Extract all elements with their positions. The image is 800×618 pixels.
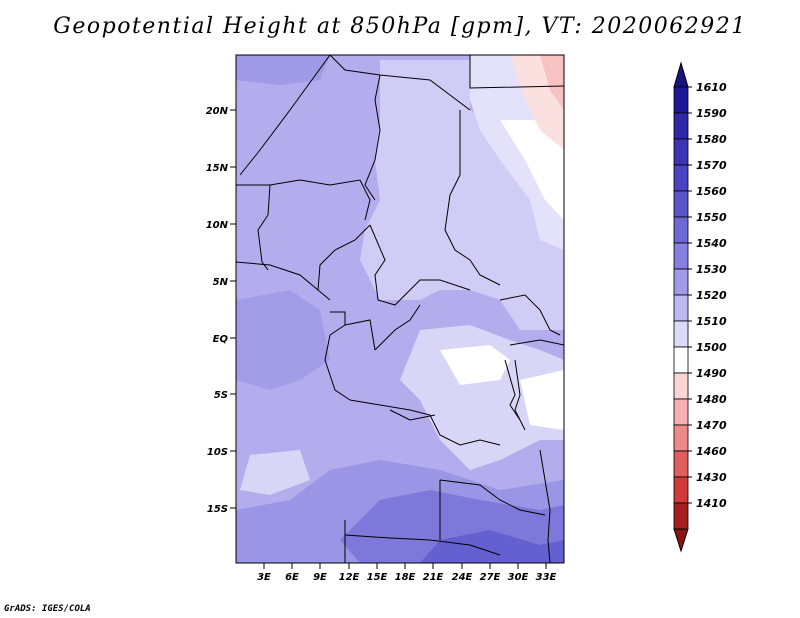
colorbar-swatch (673, 372, 689, 400)
colorbar-label: 1550 (696, 211, 727, 224)
lat-label-10n: 10N (206, 220, 229, 231)
colorbar-swatch (673, 294, 689, 322)
colorbar-swatch (673, 346, 689, 374)
colorbar: 1610 1590 1580 1570 1560 1550 1540 1530 1520 1510… (673, 61, 727, 553)
colorbar-label: 1520 (696, 289, 727, 302)
lat-label-20n: 20N (206, 106, 229, 117)
colorbar-swatch (673, 86, 689, 114)
geopotential-field (236, 55, 564, 563)
colorbar-label: 1510 (696, 315, 727, 328)
lon-label-15e: 15E (367, 572, 388, 583)
lon-label-3e: 3E (257, 572, 271, 583)
colorbar-label: 1490 (696, 367, 727, 380)
colorbar-label: 1470 (696, 419, 727, 432)
country-borders (236, 55, 564, 563)
lon-label-27e: 27E (480, 572, 501, 583)
colorbar-swatch (673, 398, 689, 426)
colorbar-label: 1540 (696, 237, 727, 250)
colorbar-bottom-cap (673, 528, 689, 553)
colorbar-label: 1590 (696, 107, 727, 120)
colorbar-label: 1530 (696, 263, 727, 276)
lat-label-15n: 15N (206, 163, 229, 174)
lat-label-eq: EQ (213, 334, 229, 345)
longitude-axis: 3E 6E 9E 12E 15E 18E 21E 24E 27E 30E 33E (257, 563, 557, 583)
colorbar-label: 1570 (696, 159, 727, 172)
map-frame (235, 54, 565, 564)
lon-label-24e: 24E (452, 572, 473, 583)
colorbar-swatch (673, 242, 689, 270)
lat-label-5s: 5S (214, 390, 228, 401)
colorbar-swatch (673, 424, 689, 452)
lon-label-9e: 9E (313, 572, 327, 583)
colorbar-swatch (673, 502, 689, 530)
colorbar-label: 1430 (696, 471, 727, 484)
colorbar-swatch (673, 476, 689, 504)
colorbar-label: 1410 (696, 497, 727, 510)
lat-label-5n: 5N (213, 277, 229, 288)
colorbar-swatch (673, 138, 689, 166)
colorbar-swatch (673, 164, 689, 192)
lon-label-18e: 18E (395, 572, 416, 583)
colorbar-label: 1480 (696, 393, 727, 406)
colorbar-label: 1460 (696, 445, 727, 458)
colorbar-swatch (673, 320, 689, 348)
colorbar-label: 1500 (696, 341, 727, 354)
lon-label-12e: 12E (339, 572, 360, 583)
lon-label-21e: 21E (423, 572, 444, 583)
colorbar-label: 1560 (696, 185, 727, 198)
lat-label-15s: 15S (207, 504, 228, 515)
grads-credit: GrADS: IGES/COLA (4, 604, 91, 614)
colorbar-swatch (673, 268, 689, 296)
colorbar-top-cap (673, 61, 689, 88)
colorbar-label: 1580 (696, 133, 727, 146)
lat-label-10s: 10S (207, 447, 228, 458)
lon-label-6e: 6E (285, 572, 299, 583)
map-title: Geopotential Height at 850hPa [gpm], VT:… (53, 14, 747, 39)
lon-label-33e: 33E (536, 572, 557, 583)
colorbar-swatch (673, 112, 689, 140)
colorbar-swatch (673, 216, 689, 244)
latitude-axis: 20N 15N 10N 5N EQ 5S 10S 15S (206, 106, 236, 515)
colorbar-swatch (673, 450, 689, 478)
lon-label-30e: 30E (508, 572, 529, 583)
colorbar-label: 1610 (696, 81, 727, 94)
colorbar-swatch (673, 190, 689, 218)
